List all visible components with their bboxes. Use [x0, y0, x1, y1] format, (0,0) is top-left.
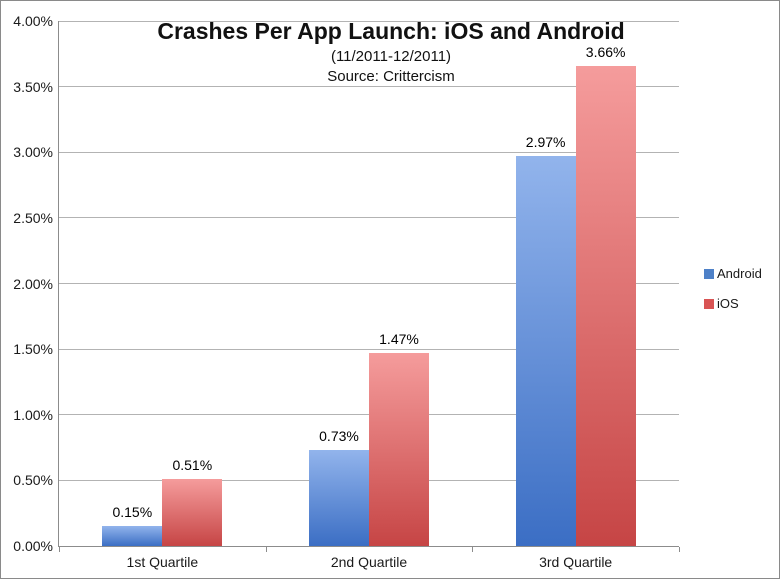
chart-subtitle: (11/2011-12/2011): [330, 48, 452, 66]
bar-android-3: [515, 156, 576, 546]
y-axis-tick-label: 2.00%: [13, 275, 53, 292]
chart-source: Source: Crittercism: [327, 68, 455, 86]
bar-value-label: 0.15%: [112, 504, 153, 521]
y-axis-tick-label: 3.50%: [13, 78, 53, 95]
x-axis-line: [59, 546, 679, 547]
legend: Android iOS: [704, 266, 762, 326]
bar-android-2: [309, 450, 369, 546]
legend-swatch-ios: [704, 298, 714, 309]
legend-item-android: Android: [704, 266, 762, 281]
title-block: Crashes Per App Launch: iOS and Android …: [1, 18, 779, 86]
gridline: [59, 283, 679, 284]
y-axis-tick-label: 0.50%: [13, 472, 53, 489]
gridline: [59, 20, 679, 22]
y-axis-tick-label: 4.00%: [13, 13, 53, 29]
bar-android-1: [102, 526, 163, 546]
gridline: [59, 86, 679, 88]
bar-value-label: 0.73%: [319, 428, 359, 445]
bar-ios-1: [162, 479, 223, 546]
y-axis-tick-label: 1.00%: [13, 406, 53, 423]
x-axis-tick: [472, 547, 474, 552]
bar-value-label: 0.51%: [172, 457, 213, 474]
legend-item-ios: iOS: [704, 296, 762, 311]
y-axis-tick-label: 3.00%: [13, 144, 53, 161]
legend-label-android: Android: [717, 266, 762, 281]
legend-label-ios: iOS: [717, 296, 739, 311]
bar-value-label: 1.47%: [379, 331, 419, 348]
chart-title: Crashes Per App Launch: iOS and Android: [157, 18, 625, 44]
x-axis-tick: [59, 547, 60, 552]
y-axis-tick-label: 0.00%: [13, 538, 53, 554]
y-axis-tick-label: 2.50%: [13, 209, 53, 226]
y-axis-tick-label: 1.50%: [13, 341, 53, 358]
gridline: [59, 151, 679, 153]
x-axis-tick: [265, 547, 267, 552]
x-axis-tick: [679, 547, 680, 552]
x-category-label: 3rd Quartile: [539, 554, 613, 570]
x-category-label: 1st Quartile: [126, 554, 199, 570]
bar-ios-2: [369, 353, 429, 546]
bar-value-label: 3.66%: [585, 43, 626, 60]
legend-swatch-android: [704, 268, 714, 279]
bar-value-label: 2.97%: [525, 134, 566, 151]
gridline: [59, 348, 679, 350]
bar-ios-3: [575, 65, 636, 546]
gridline: [59, 217, 679, 219]
x-category-label: 2nd Quartile: [330, 554, 408, 570]
y-axis-line: [58, 21, 59, 547]
